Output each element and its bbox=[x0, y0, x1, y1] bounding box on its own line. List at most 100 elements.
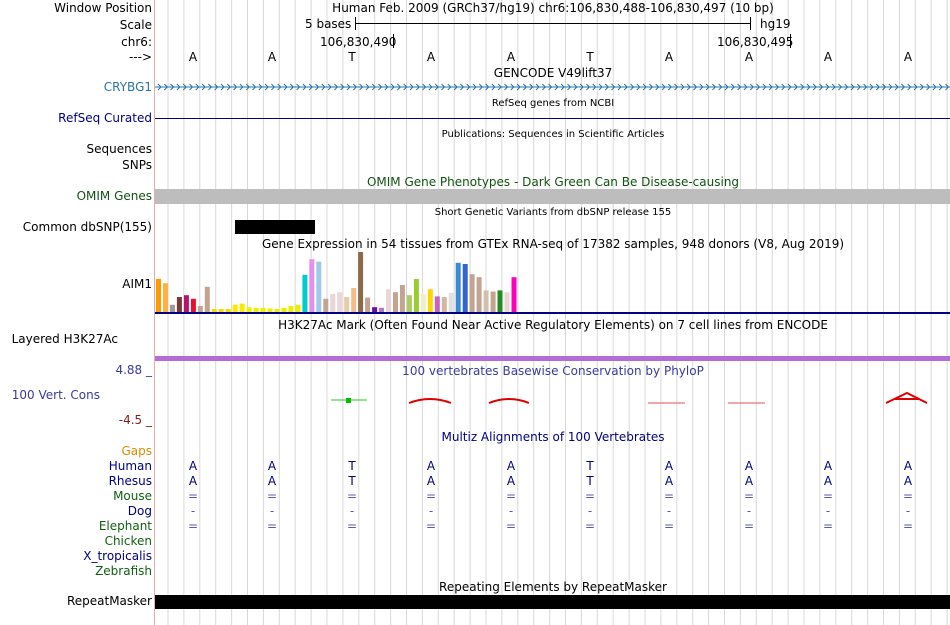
gtex-track-title[interactable]: Gene Expression in 54 tissues from GTEx … bbox=[261, 237, 845, 251]
publications-track-title[interactable]: Publications: Sequences in Scientific Ar… bbox=[441, 129, 665, 140]
alignment-base: A bbox=[744, 474, 754, 488]
elephant-label[interactable]: Elephant bbox=[98, 519, 152, 533]
gtex-bar bbox=[413, 279, 419, 312]
coord-left-tick bbox=[393, 34, 394, 48]
gtex-bar bbox=[163, 283, 168, 312]
snps-label[interactable]: SNPs bbox=[122, 158, 152, 172]
zebrafish-label[interactable]: Zebrafish bbox=[95, 564, 152, 578]
gtex-expression-chart[interactable] bbox=[155, 250, 950, 315]
dbsnp-variant-block[interactable] bbox=[235, 220, 315, 234]
sequence-base: A bbox=[426, 50, 436, 64]
dog-label[interactable]: Dog bbox=[127, 504, 152, 518]
alignment-base: T bbox=[348, 459, 356, 473]
alignment-base: = bbox=[346, 519, 358, 533]
mouse-label[interactable]: Mouse bbox=[113, 489, 152, 503]
vert-cons-label[interactable]: 100 Vert. Cons bbox=[11, 388, 100, 402]
gaps-label[interactable]: Gaps bbox=[121, 444, 152, 458]
coord-right-text: 106,830,495 bbox=[717, 35, 794, 49]
sequence-base: A bbox=[267, 50, 277, 64]
omim-label[interactable]: OMIM Genes bbox=[76, 189, 152, 203]
gtex-bar bbox=[393, 292, 398, 312]
alignment-base: A bbox=[426, 459, 436, 473]
alignment-base: A bbox=[426, 474, 436, 488]
gtex-bar bbox=[232, 304, 238, 312]
repeatmasker-track-title[interactable]: Repeating Elements by RepeatMasker bbox=[439, 580, 667, 594]
refseq-track-title[interactable]: RefSeq genes from NCBI bbox=[491, 98, 615, 109]
gtex-bar bbox=[434, 296, 440, 312]
alignment-base: = bbox=[187, 489, 199, 503]
alignment-base: = bbox=[505, 489, 517, 503]
gtex-bar bbox=[379, 307, 384, 312]
gtex-bar bbox=[176, 297, 182, 312]
gtex-bar bbox=[372, 307, 378, 312]
sequence-base: A bbox=[506, 50, 516, 64]
refseq-gene-line[interactable] bbox=[155, 118, 950, 119]
assembly-text: hg19 bbox=[760, 17, 791, 31]
gtex-bar bbox=[211, 309, 217, 312]
alignment-base: = bbox=[346, 489, 358, 503]
repeatmasker-element-bar[interactable] bbox=[155, 595, 950, 609]
scale-bar-left-tick bbox=[355, 17, 356, 30]
window-position-label: Window Position bbox=[54, 1, 152, 15]
gtex-bar bbox=[309, 259, 315, 312]
sequence-base: A bbox=[664, 50, 674, 64]
phylop-mark bbox=[408, 398, 452, 404]
gtex-bar bbox=[490, 291, 496, 312]
gtex-bar bbox=[386, 289, 391, 312]
crybg1-gene-arrows[interactable] bbox=[155, 81, 950, 93]
h3k27ac-signal-bar[interactable] bbox=[155, 356, 950, 361]
gtex-bar bbox=[274, 309, 280, 312]
coord-right-tick bbox=[790, 34, 791, 48]
gtex-bar bbox=[344, 297, 350, 312]
alignment-base: = bbox=[822, 489, 834, 503]
h3k27ac-track-title[interactable]: H3K27Ac Mark (Often Found Near Active Re… bbox=[278, 318, 828, 332]
sequences-label[interactable]: Sequences bbox=[86, 142, 152, 156]
alignment-base: - bbox=[746, 504, 752, 518]
alignment-base: - bbox=[190, 504, 196, 518]
common-dbsnp-label[interactable]: Common dbSNP(155) bbox=[22, 220, 152, 234]
chicken-label[interactable]: Chicken bbox=[104, 534, 152, 548]
dbsnp-track-title[interactable]: Short Genetic Variants from dbSNP releas… bbox=[434, 207, 672, 218]
alignment-base: A bbox=[903, 474, 913, 488]
alignment-base: = bbox=[663, 519, 675, 533]
phylop-track-title[interactable]: 100 vertebrates Basewise Conservation by… bbox=[402, 364, 704, 378]
gtex-bar bbox=[260, 307, 266, 312]
alignment-base: = bbox=[743, 489, 755, 503]
layered-h3k27ac-label[interactable]: Layered H3K27Ac bbox=[11, 332, 118, 346]
sequence-base: A bbox=[903, 50, 913, 64]
gtex-bar bbox=[469, 274, 475, 312]
phylop-signal[interactable] bbox=[155, 390, 950, 410]
omim-track-title[interactable]: OMIM Gene Phenotypes - Dark Green Can Be… bbox=[366, 175, 740, 189]
x-tropicalis-label[interactable]: X_tropicalis bbox=[83, 549, 152, 563]
refseq-label[interactable]: RefSeq Curated bbox=[58, 111, 152, 125]
alignment-base: = bbox=[505, 519, 517, 533]
scale-bar bbox=[355, 23, 751, 24]
strand-arrow-label: ---> bbox=[128, 50, 152, 64]
rhesus-label[interactable]: Rhesus bbox=[108, 474, 152, 488]
gtex-bar bbox=[253, 307, 259, 312]
alignment-base: A bbox=[823, 459, 833, 473]
alignment-base: A bbox=[744, 459, 754, 473]
crybg1-label[interactable]: CRYBG1 bbox=[103, 80, 152, 94]
alignment-base: = bbox=[822, 519, 834, 533]
alignment-base: - bbox=[508, 504, 514, 518]
gtex-bar bbox=[295, 304, 301, 312]
gencode-track-title[interactable]: GENCODE V49lift37 bbox=[493, 66, 613, 80]
gtex-bar bbox=[267, 308, 273, 312]
alignment-base: A bbox=[823, 474, 833, 488]
omim-gene-bar[interactable] bbox=[155, 189, 950, 204]
alignment-base: A bbox=[267, 459, 277, 473]
track-data-area[interactable]: Human Feb. 2009 (GRCh37/hg19) chr6:106,8… bbox=[155, 0, 950, 625]
alignment-base: A bbox=[267, 474, 277, 488]
alignment-base: A bbox=[188, 474, 198, 488]
human-label[interactable]: Human bbox=[108, 459, 152, 473]
alignment-base: = bbox=[425, 489, 437, 503]
gtex-bar bbox=[351, 288, 357, 312]
multiz-track-title[interactable]: Multiz Alignments of 100 Vertebrates bbox=[441, 430, 665, 444]
phylop-mark bbox=[346, 398, 351, 403]
repeatmasker-label[interactable]: RepeatMasker bbox=[66, 594, 152, 608]
aim1-label[interactable]: AIM1 bbox=[122, 277, 152, 291]
phylop-min-label: -4.5 _ bbox=[118, 413, 152, 427]
gtex-bar bbox=[365, 297, 371, 312]
